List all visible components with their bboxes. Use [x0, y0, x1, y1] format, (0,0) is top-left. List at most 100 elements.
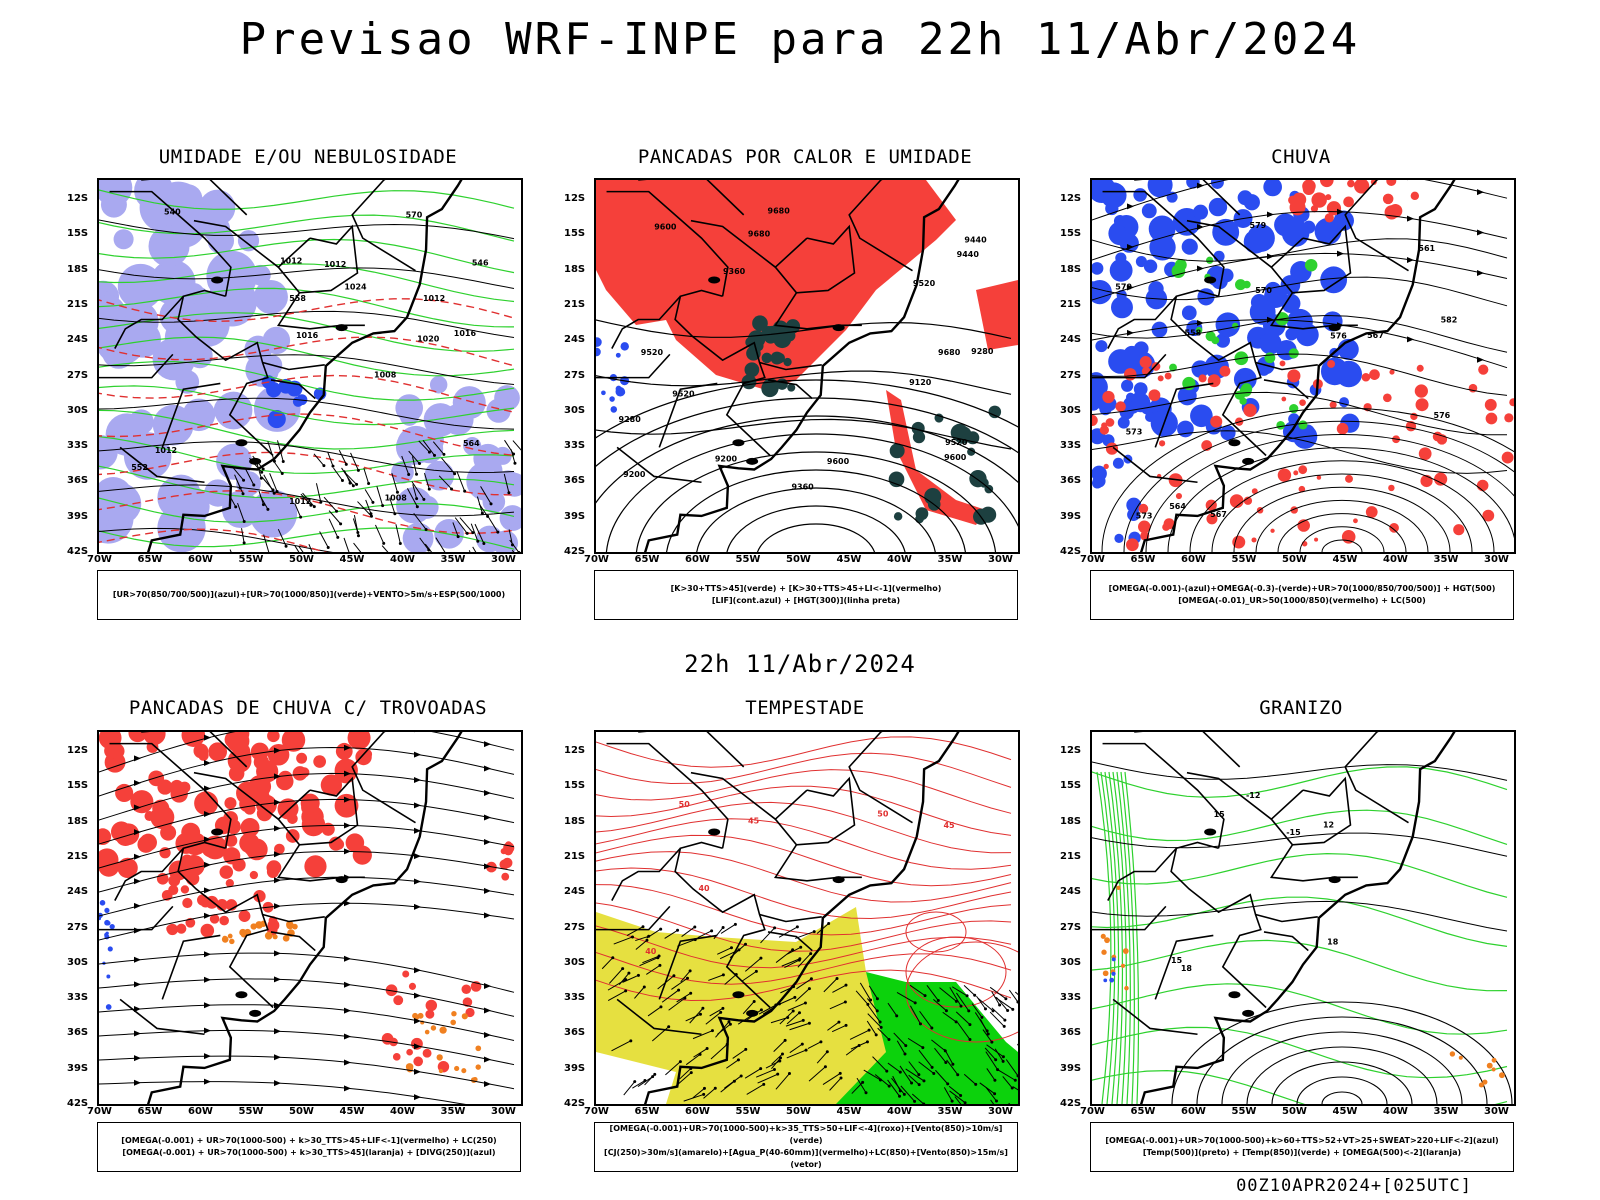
temp-850-west [1096, 771, 1140, 1104]
lat-tick-label: 15S [1060, 780, 1082, 792]
contour-label: 579 [1250, 221, 1267, 230]
contour-label: 9200 [715, 454, 738, 463]
legend-line-1: [OMEGA(-0.001) + UR>70(1000-500) + k>30_… [121, 1136, 497, 1145]
lat-tick-label: 24S [564, 886, 586, 898]
legend-caption: [UR>70(850/700/500)](azul)+[UR>70(1000/8… [97, 570, 521, 620]
lat-tick-label: 36S [564, 475, 586, 487]
lon-tick-label: 55W [1231, 554, 1257, 565]
lon-tick-label: 60W [1181, 554, 1206, 565]
contour-label: 558 [289, 294, 306, 303]
contour-label: 9200 [623, 470, 646, 479]
lon-tick-label: 55W [238, 554, 264, 565]
lat-tick-label: 21S [564, 298, 586, 310]
contour-label: 9440 [957, 250, 980, 259]
legend-line-2: [Temp(500)](preto) + [Temp(850)](verde) … [1142, 1148, 1462, 1157]
lat-tick-label: 30S [1060, 404, 1082, 416]
lon-tick-label: 65W [137, 554, 163, 565]
map-canvas: 50 45 40 40 45 50 [596, 732, 1018, 1104]
legend-caption: [OMEGA(-0.001) + UR>70(1000-500) + k>30_… [97, 1122, 521, 1172]
lat-tick-label: 15S [564, 780, 586, 792]
divergence [99, 900, 115, 1010]
lon-tick-label: 50W [1282, 1106, 1307, 1117]
temp-500-north [1092, 761, 1508, 932]
contour-label: 40 [698, 884, 710, 893]
lat-tick-label: 21S [67, 850, 89, 862]
lon-tick-label: 70W [584, 554, 609, 565]
lon-tick-label: 50W [289, 554, 314, 565]
lon-tick-label: 70W [1080, 554, 1105, 565]
contour-label: 540 [164, 208, 181, 217]
contour-label: 9520 [913, 279, 936, 288]
lat-tick-label: 33S [67, 992, 89, 1004]
lon-tick-label: 35W [1433, 554, 1459, 565]
contour-label: 570 [1255, 286, 1272, 295]
lon-tick-label: 30W [1484, 1106, 1509, 1117]
basemap [596, 732, 960, 1104]
legend-line-1: [UR>70(850/700/500)](azul)+[UR>70(1000/8… [112, 590, 506, 599]
legend-caption: [K>30+TTS>45](verde) + [K>30+TTS>45+LI<-… [594, 570, 1018, 620]
contour-label: -15 [1286, 828, 1301, 837]
lat-tick-label: 30S [564, 956, 586, 968]
contour-label: 9280 [619, 415, 642, 424]
contour-label: 9600 [944, 453, 967, 462]
panel-title: UMIDADE E/OU NEBULOSIDADE [158, 146, 458, 168]
row-date-label: 22h 11/Abr/2024 [684, 650, 916, 678]
lat-tick-label: 27S [564, 369, 586, 381]
contour-label: 18 [1327, 937, 1339, 946]
rain-humidity [1092, 356, 1514, 552]
rain-humidity-north [1288, 180, 1420, 223]
map-frame: 9680 9680 9680 9600 9600 9520 9520 9600 9520 9440… [594, 178, 1020, 554]
lat-tick-label: 33S [67, 440, 89, 452]
lon-tick-label: 50W [1282, 554, 1307, 565]
contour-label: 9680 [748, 229, 771, 238]
lat-tick-label: 12S [564, 193, 586, 204]
lon-tick-label: 55W [735, 554, 761, 565]
lat-tick-label: 30S [564, 404, 586, 416]
lat-tick-label: 24S [67, 886, 89, 898]
contour-label: 9360 [723, 267, 746, 276]
contour-label: 45 [748, 817, 760, 826]
map-frame: 1012 1012 1008 1012 1016 1020 1024 1012 1016 1012… [97, 178, 523, 554]
contour-label: 40 [645, 947, 657, 956]
map-canvas: 9680 9680 9680 9600 9600 9520 9520 9600 9520 9440… [596, 180, 1018, 552]
contour-label: 546 [472, 258, 489, 267]
contour-label: 9600 [654, 223, 677, 232]
contour-label: 9280 [971, 347, 994, 356]
lon-tick-label: 40W [1383, 554, 1408, 565]
humidity-low-levels [99, 189, 515, 550]
lon-tick-label: 60W [685, 1106, 710, 1117]
lat-tick-label: 18S [564, 815, 586, 827]
lat-tick-label: 21S [67, 298, 89, 310]
lat-tick-label: 30S [1060, 956, 1082, 968]
lat-tick-label: 42S [1060, 546, 1082, 557]
lon-tick-label: 45W [1332, 1106, 1358, 1117]
lon-tick-label: 40W [390, 554, 415, 565]
contour-label: 1024 [344, 282, 367, 291]
lat-tick-label: 42S [67, 1098, 89, 1109]
contour-label: 567 [1367, 331, 1384, 340]
lat-tick-label: 39S [1060, 510, 1082, 522]
lat-tick-label: 42S [1060, 1098, 1082, 1109]
legend-line-2: [LIF](cont.azul) + [HGT(300)](linha pret… [711, 596, 901, 605]
lat-tick-label: 18S [67, 263, 89, 275]
lon-tick-label: 35W [937, 554, 963, 565]
legend-line-1: [K>30+TTS>45](verde) + [K>30+TTS>45+LI<-… [670, 584, 942, 593]
lat-tick-label: 15S [564, 228, 586, 240]
lat-tick-label: 27S [1060, 921, 1082, 933]
basemap [596, 180, 960, 552]
lat-tick-label: 42S [564, 546, 586, 557]
storm-orange-sea [405, 1010, 482, 1083]
contour-label: 1008 [374, 370, 397, 379]
lat-tick-label: 33S [564, 992, 586, 1004]
contour-label: 12 [1323, 820, 1334, 829]
basemap [1092, 180, 1456, 552]
lat-tick-label: 33S [1060, 440, 1082, 452]
lat-tick-label: 24S [1060, 334, 1082, 346]
lon-tick-label: 35W [440, 1106, 466, 1117]
contour-label: 582 [1441, 315, 1458, 324]
contour-label: 567 [1210, 510, 1227, 519]
lon-tick-label: 60W [188, 554, 213, 565]
contour-label: 1012 [289, 497, 311, 506]
lon-tick-label: 65W [634, 554, 660, 565]
